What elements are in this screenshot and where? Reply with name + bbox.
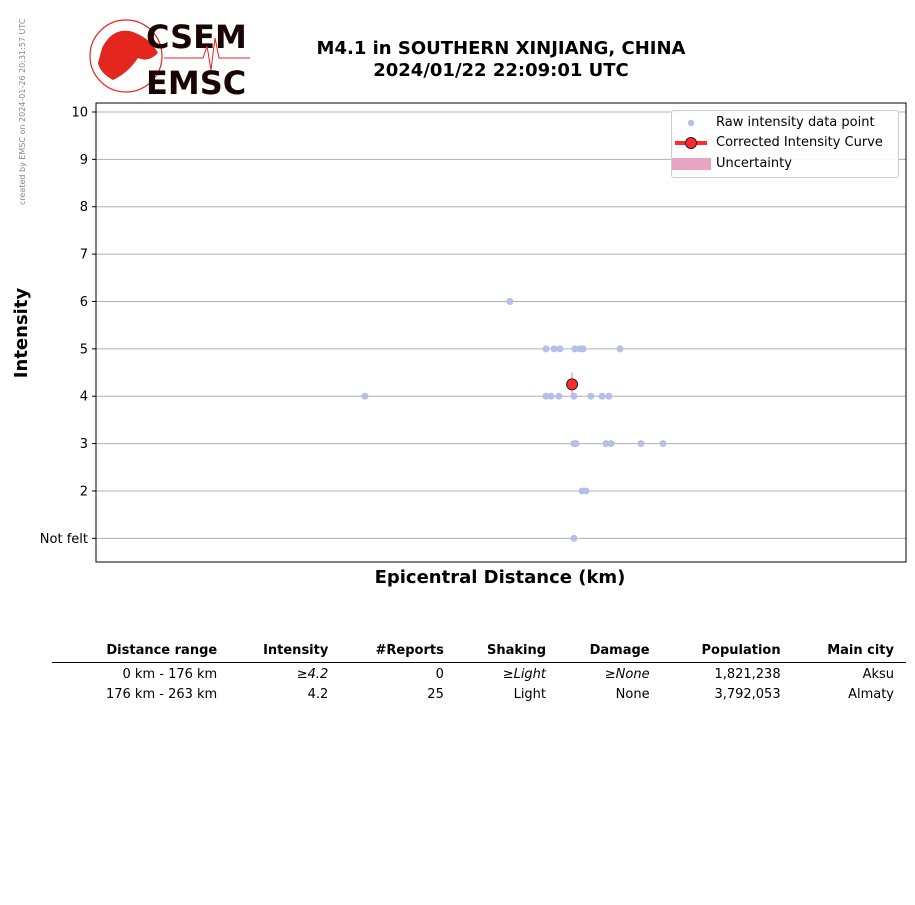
y-tick-label: 6 [80, 295, 88, 310]
column-header: Distance range [52, 642, 230, 663]
table-cell: 1,821,238 [714, 667, 781, 682]
raw-data-point [579, 345, 587, 353]
svg-text:CSEM: CSEM [146, 18, 247, 56]
legend-uncertainty-swatch [672, 158, 711, 170]
legend-curve: Corrected Intensity Curve [716, 135, 883, 150]
table-cell: 0 [435, 667, 444, 682]
raw-data-point [598, 392, 606, 400]
table-cell: 3,792,053 [714, 687, 781, 702]
y-tick-label: Not felt [40, 532, 88, 547]
raw-data-point [616, 345, 624, 353]
table-cell: 0 km - 176 km [122, 667, 218, 682]
column-header: Damage [558, 642, 662, 663]
raw-data-point [637, 440, 645, 448]
column-header: Shaking [455, 642, 559, 663]
raw-data-point [547, 392, 555, 400]
plot-frame [95, 102, 907, 563]
table-cell: ≥4.2 [296, 667, 329, 682]
legend-curve-marker [685, 137, 697, 149]
table-cell: 25 [427, 687, 444, 702]
raw-data-point [361, 392, 369, 400]
table-cell: 4.2 [307, 687, 329, 702]
raw-data-point [587, 392, 595, 400]
table-cell: 176 km - 263 km [105, 687, 218, 702]
table-cell: Almaty [848, 687, 894, 702]
y-tick-label: 9 [80, 153, 88, 168]
raw-data-point [572, 440, 580, 448]
legend-raw: Raw intensity data point [716, 115, 875, 130]
raw-data-point [570, 534, 578, 542]
raw-data-point [550, 345, 558, 353]
intensity-chart: Not felt 2 3 4 5 6 7 8 9 10 Epicentral Distance (… [11, 102, 907, 588]
raw-data-point [582, 487, 590, 495]
svg-text:EMSC: EMSC [146, 64, 246, 98]
raw-data-point [542, 345, 550, 353]
y-tick-label: 2 [80, 484, 88, 499]
raw-data-point [659, 440, 667, 448]
legend-raw-marker [687, 119, 695, 127]
table-cell: ≥None [604, 667, 650, 682]
raw-data-point [607, 440, 615, 448]
raw-data-point [506, 297, 514, 305]
legend-uncertainty: Uncertainty [716, 156, 792, 171]
table-cell: ≥Light [502, 667, 547, 682]
table-cell: None [615, 687, 650, 702]
table-cell: Light [513, 687, 547, 702]
intensity-table: Distance range Intensity #Reports Shaking Da… [52, 642, 906, 703]
y-tick-label: 10 [71, 106, 88, 121]
y-tick-label: 8 [80, 200, 88, 215]
raw-data-point [542, 392, 550, 400]
legend: Raw intensity data point Corrected Inten… [671, 110, 899, 178]
table-row: 176 km - 263 km 4.2 25 Light None 3,792,053 Al… [52, 683, 906, 703]
raw-data-point [602, 440, 610, 448]
raw-data-point [555, 392, 563, 400]
table-cell: Aksu [862, 667, 894, 682]
column-header: #Reports [340, 642, 456, 663]
raw-data-point [556, 345, 564, 353]
raw-data-point [571, 345, 579, 353]
y-tick-label: 4 [80, 390, 88, 405]
y-tick-label: 3 [80, 437, 88, 452]
chart-title: M4.1 in SOUTHERN XINJIANG, CHINA 2024/01… [280, 38, 722, 82]
column-header: Main city [792, 642, 906, 663]
title-line1: M4.1 in SOUTHERN XINJIANG, CHINA [316, 38, 686, 59]
y-tick-label: 7 [80, 248, 88, 263]
y-tick-label: 5 [80, 342, 88, 357]
column-header: Population [661, 642, 793, 663]
column-header: Intensity [229, 642, 341, 663]
raw-data-point [605, 392, 613, 400]
emsc-logo: CSEM EMSC [89, 18, 250, 98]
x-axis-label: Epicentral Distance (km) [375, 567, 626, 588]
corrected-intensity-point [566, 378, 579, 391]
y-axis-label: Intensity [11, 288, 32, 379]
title-line2: 2024/01/22 22:09:01 UTC [373, 60, 629, 81]
table-row: 0 km - 176 km ≥4.2 0 ≥Light ≥None 1,821,238 Ak… [52, 663, 906, 684]
